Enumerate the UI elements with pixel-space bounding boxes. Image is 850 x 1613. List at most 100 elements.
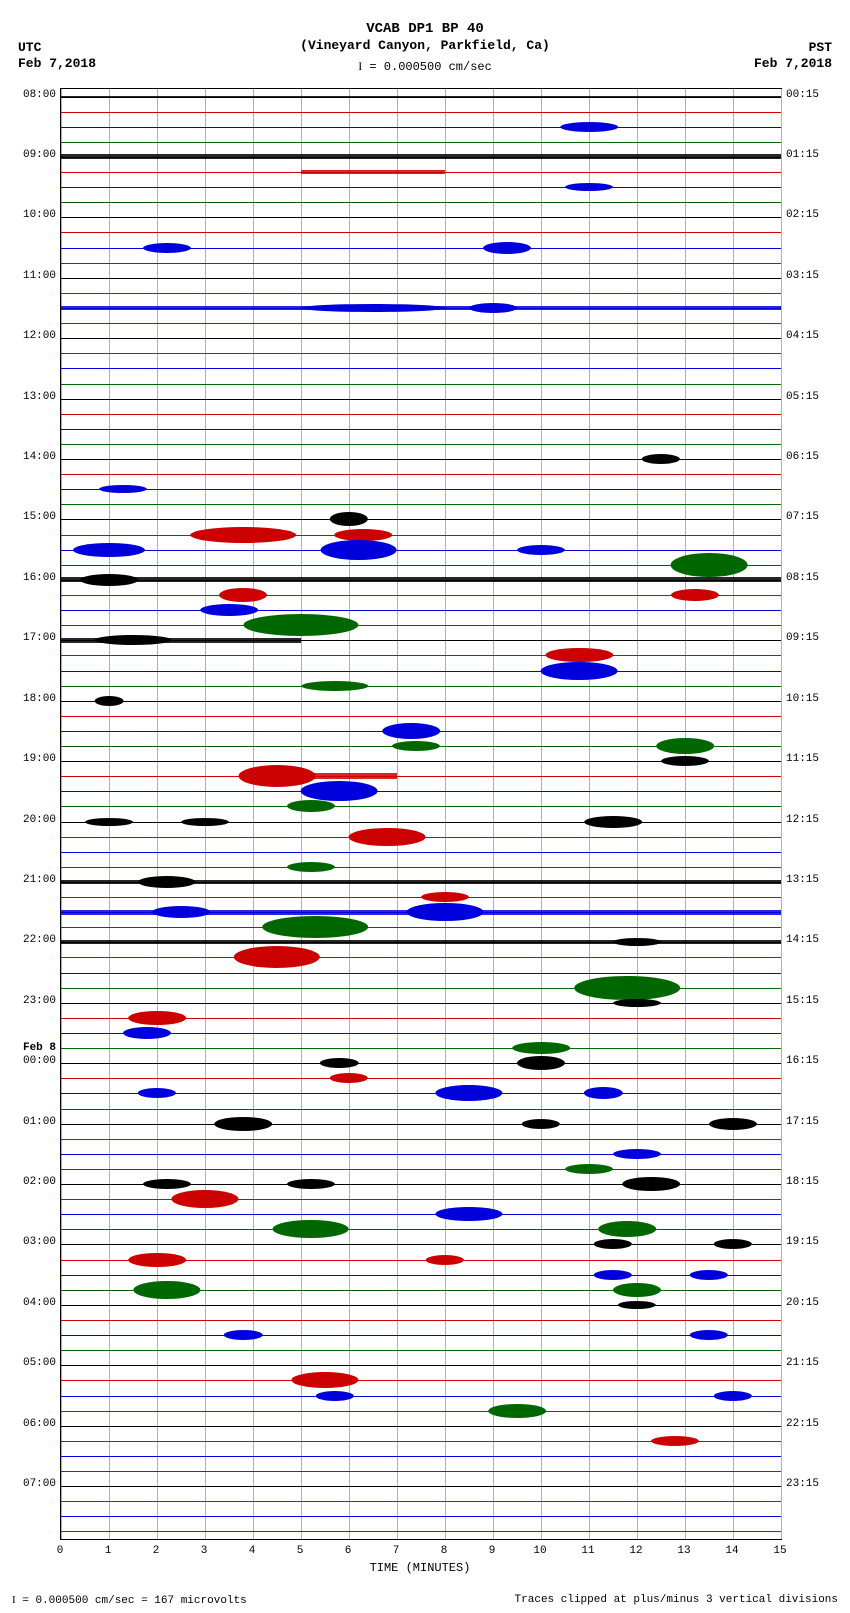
seismic-event <box>565 1164 613 1174</box>
seismic-event <box>714 1239 752 1249</box>
utc-time-label: 22:00 <box>14 934 56 946</box>
seismic-event <box>143 1179 191 1189</box>
utc-time-label: 13:00 <box>14 391 56 403</box>
seismic-event <box>483 242 531 254</box>
pst-time-label: 07:15 <box>786 511 819 523</box>
x-tick: 5 <box>297 1545 304 1557</box>
seismic-event <box>349 828 426 846</box>
utc-time-label: 04:00 <box>14 1297 56 1309</box>
pst-time-label: 08:15 <box>786 572 819 584</box>
seismic-trace <box>61 1501 781 1502</box>
seismic-event <box>320 540 397 560</box>
seismic-trace <box>61 1275 781 1276</box>
seismic-event <box>613 1149 661 1159</box>
seismic-event <box>128 1253 186 1267</box>
pst-time-label: 05:15 <box>786 391 819 403</box>
seismic-event <box>287 862 335 872</box>
seismic-trace <box>61 988 781 989</box>
seismic-trace <box>61 852 781 853</box>
seismic-trace <box>61 1380 781 1381</box>
gridline <box>781 89 782 1539</box>
seismic-trace <box>61 1109 781 1110</box>
seismic-trace <box>61 474 781 475</box>
seismic-event <box>560 122 618 132</box>
seismic-event <box>522 1119 560 1129</box>
utc-time-label: 15:00 <box>14 511 56 523</box>
seismic-trace <box>61 1124 781 1125</box>
x-tick: 9 <box>489 1545 496 1557</box>
seismic-trace <box>61 323 781 324</box>
seismic-event <box>191 527 297 543</box>
seismic-trace <box>61 202 781 203</box>
seismic-event <box>138 1088 176 1098</box>
seismic-trace <box>61 655 781 656</box>
seismogram-plot <box>60 88 782 1540</box>
pst-time-label: 19:15 <box>786 1236 819 1248</box>
pst-time-label: 22:15 <box>786 1418 819 1430</box>
utc-time-label: 09:00 <box>14 149 56 161</box>
seismic-trace <box>61 927 781 928</box>
seismic-event <box>565 183 613 191</box>
seismic-trace <box>61 822 781 823</box>
x-tick: 4 <box>249 1545 256 1557</box>
seismic-trace <box>61 1486 781 1487</box>
seismic-event <box>426 1255 464 1265</box>
pst-time-label: 10:15 <box>786 693 819 705</box>
seismic-trace <box>61 912 781 913</box>
seismic-trace <box>61 338 781 339</box>
seismic-trace <box>61 1139 781 1140</box>
seismic-trace <box>61 489 781 490</box>
tz-right-date: Feb 7,2018 <box>754 56 832 72</box>
x-tick: 11 <box>581 1545 594 1557</box>
pst-time-label: 09:15 <box>786 632 819 644</box>
pst-time-label: 06:15 <box>786 451 819 463</box>
x-tick: 12 <box>629 1545 642 1557</box>
utc-time-label: 20:00 <box>14 814 56 826</box>
seismic-event <box>671 553 748 577</box>
seismic-event <box>623 1177 681 1191</box>
seismic-event <box>320 1058 358 1068</box>
seismic-trace <box>61 1184 781 1185</box>
seismic-trace <box>61 1320 781 1321</box>
seismic-event <box>272 1220 349 1238</box>
x-tick: 6 <box>345 1545 352 1557</box>
seismic-event <box>181 818 229 826</box>
x-tick: 10 <box>533 1545 546 1557</box>
seismic-trace <box>61 308 781 309</box>
scale-indicator: I = 0.000500 cm/sec <box>0 59 850 76</box>
seismic-trace <box>61 459 781 460</box>
utc-time-label: 03:00 <box>14 1236 56 1248</box>
utc-time-label: 16:00 <box>14 572 56 584</box>
seismic-trace <box>61 157 781 158</box>
seismic-event <box>407 903 484 921</box>
seismic-event <box>123 1027 171 1039</box>
seismic-event <box>383 723 441 739</box>
seismic-trace <box>61 278 781 279</box>
pst-time-label: 23:15 <box>786 1478 819 1490</box>
seismic-event <box>287 1179 335 1189</box>
seismic-trace <box>61 973 781 974</box>
x-tick: 13 <box>677 1545 690 1557</box>
seismic-trace <box>61 399 781 400</box>
seismic-trace <box>61 640 781 641</box>
utc-time-label: 00:00 <box>14 1055 56 1067</box>
seismic-trace <box>61 746 781 747</box>
seismic-event <box>517 1056 565 1070</box>
utc-time-label: 14:00 <box>14 451 56 463</box>
seismic-event <box>594 1239 632 1249</box>
footer: I = 0.000500 cm/sec = 167 microvolts Tra… <box>12 1594 838 1607</box>
x-tick: 0 <box>57 1545 64 1557</box>
pst-time-label: 15:15 <box>786 995 819 1007</box>
tz-left-date: Feb 7,2018 <box>18 56 96 72</box>
seismic-trace <box>61 610 781 611</box>
pst-time-label: 02:15 <box>786 209 819 221</box>
seismic-trace <box>61 791 781 792</box>
utc-time-label: 07:00 <box>14 1478 56 1490</box>
seismic-trace <box>61 837 781 838</box>
seismic-trace <box>61 1003 781 1004</box>
seismic-event <box>330 1073 368 1083</box>
seismic-event <box>143 243 191 253</box>
title-line2: (Vineyard Canyon, Parkfield, Ca) <box>0 38 850 55</box>
seismic-event <box>73 543 145 557</box>
seismic-trace <box>61 1214 781 1215</box>
